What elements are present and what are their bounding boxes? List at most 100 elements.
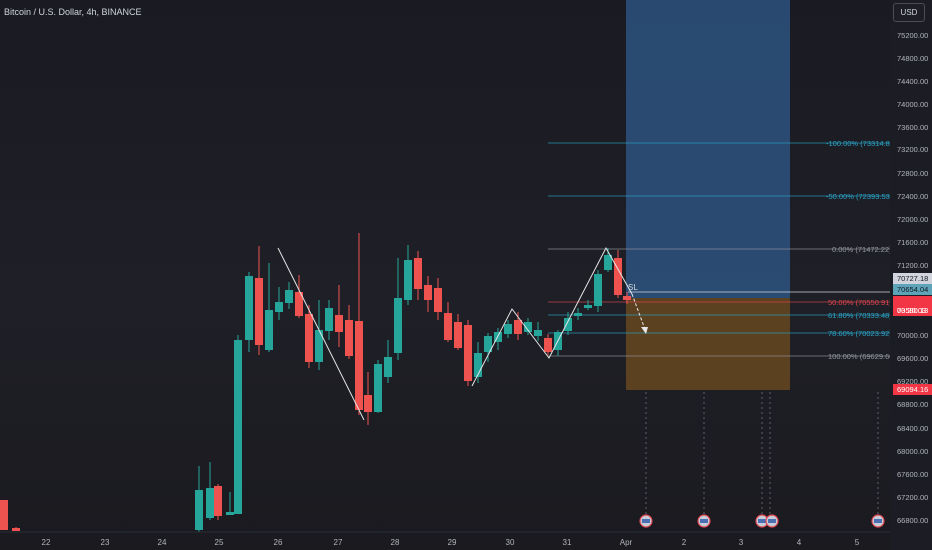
flag-stripe xyxy=(768,519,776,523)
candle-body[interactable] xyxy=(594,274,602,306)
candle-body[interactable] xyxy=(265,310,273,350)
time-tick-label: 3 xyxy=(739,538,744,547)
candle-body[interactable] xyxy=(364,395,372,412)
candle-body[interactable] xyxy=(444,313,452,340)
candle-body[interactable] xyxy=(245,276,253,340)
price-tag-upper-bg xyxy=(893,273,932,284)
price-tick-label: 69200.00 xyxy=(897,377,928,386)
currency-button[interactable]: USD xyxy=(893,3,925,22)
candle-body[interactable] xyxy=(295,292,303,316)
candle-body[interactable] xyxy=(584,305,592,308)
price-tick-label: 73600.00 xyxy=(897,123,928,132)
target-zone[interactable] xyxy=(626,0,790,298)
fib-label: 78.60% (70023.92) - xyxy=(828,329,897,338)
candle-body[interactable] xyxy=(623,296,631,300)
candle-body[interactable] xyxy=(394,298,402,353)
candle-body[interactable] xyxy=(544,338,552,352)
candle-body[interactable] xyxy=(335,315,343,332)
candle-body[interactable] xyxy=(464,325,472,381)
candle-body[interactable] xyxy=(234,340,242,514)
candle-body[interactable] xyxy=(564,318,572,331)
candle-body[interactable] xyxy=(275,302,283,312)
price-tick-label: 68400.00 xyxy=(897,424,928,433)
candle-body[interactable] xyxy=(355,321,363,410)
candle-body[interactable] xyxy=(454,322,462,348)
price-tick-label: 72400.00 xyxy=(897,192,928,201)
time-tick-label: 26 xyxy=(274,538,283,547)
time-tick-label: 25 xyxy=(215,538,224,547)
price-tick-label: 74400.00 xyxy=(897,77,928,86)
candle-body[interactable] xyxy=(0,500,8,530)
candle-body[interactable] xyxy=(504,324,512,334)
candle-body[interactable] xyxy=(325,308,333,331)
zigzag-pattern[interactable] xyxy=(471,246,633,387)
flag-stripe xyxy=(700,519,708,523)
fib-label: -100.00% (73314.84) - xyxy=(826,139,902,148)
fib-label: 50.00% (70550.91) - xyxy=(828,298,897,307)
candle-body[interactable] xyxy=(315,330,323,362)
price-tag-low-bg xyxy=(893,384,932,395)
candle-body[interactable] xyxy=(524,322,532,332)
time-tick-label: 30 xyxy=(506,538,515,547)
price-tag-current-bg xyxy=(893,296,932,316)
candle-body[interactable] xyxy=(604,255,612,270)
candle-body[interactable] xyxy=(514,320,522,334)
candle-body[interactable] xyxy=(434,288,442,312)
candle-body[interactable] xyxy=(534,330,542,336)
time-tick-label: 4 xyxy=(797,538,802,547)
time-tick-label: 31 xyxy=(563,538,572,547)
candle-body[interactable] xyxy=(574,313,582,316)
candle-body[interactable] xyxy=(345,320,353,356)
countdown-label: 03:20:03 xyxy=(897,306,926,315)
candle-body[interactable] xyxy=(614,258,622,295)
candle-body[interactable] xyxy=(195,490,203,530)
stop-loss-label: SL xyxy=(628,283,638,292)
time-tick-label: 24 xyxy=(158,538,167,547)
flag-stripe xyxy=(758,519,766,523)
stop-zone[interactable] xyxy=(626,298,790,390)
price-tick-label: 70000.00 xyxy=(897,331,928,340)
time-tick-label: 29 xyxy=(448,538,457,547)
fib-label: -50.00% (72393.53) - xyxy=(826,192,897,201)
candle-body[interactable] xyxy=(374,364,382,412)
projection-arrow[interactable] xyxy=(631,293,647,333)
candle-body[interactable] xyxy=(206,488,214,518)
price-tag-current: 70580.13 xyxy=(897,306,928,315)
time-tick-label: 23 xyxy=(101,538,110,547)
flag-stripe xyxy=(874,519,882,523)
price-tick-label: 67200.00 xyxy=(897,493,928,502)
candle-body[interactable] xyxy=(305,314,313,362)
time-tick-label: 5 xyxy=(855,538,860,547)
candle-body[interactable] xyxy=(255,278,263,345)
candle-body[interactable] xyxy=(214,486,222,516)
flag-stripe xyxy=(642,519,650,523)
price-tick-label: 71200.00 xyxy=(897,261,928,270)
price-tag-mid: 70654.04 xyxy=(897,285,928,294)
price-tag-mid-bg xyxy=(893,284,932,295)
price-tick-label: 71600.00 xyxy=(897,238,928,247)
zigzag-drop[interactable] xyxy=(277,247,365,421)
price-tick-label: 72800.00 xyxy=(897,169,928,178)
price-tag-low: 69094.16 xyxy=(897,385,928,394)
candle-body[interactable] xyxy=(414,258,422,289)
candle-body[interactable] xyxy=(484,336,492,352)
candle-body[interactable] xyxy=(12,528,20,531)
time-tick-label: 22 xyxy=(42,538,51,547)
price-tick-label: 68800.00 xyxy=(897,400,928,409)
candle-body[interactable] xyxy=(285,290,293,303)
fib-label: 100.00% (69629.60) - xyxy=(828,352,901,361)
arrow-head xyxy=(641,327,648,334)
price-tick-label: 69600.00 xyxy=(897,354,928,363)
candle-body[interactable] xyxy=(384,357,392,377)
candle-body[interactable] xyxy=(226,512,234,515)
candle-body[interactable] xyxy=(404,260,412,300)
price-tick-label: 74000.00 xyxy=(897,100,928,109)
candle-body[interactable] xyxy=(424,285,432,300)
price-tick-label: 73200.00 xyxy=(897,145,928,154)
candle-body[interactable] xyxy=(474,353,482,377)
time-tick-label: 27 xyxy=(334,538,343,547)
time-tick-label: 2 xyxy=(682,538,687,547)
symbol-title: Bitcoin / U.S. Dollar, 4h, BINANCE xyxy=(4,7,142,17)
